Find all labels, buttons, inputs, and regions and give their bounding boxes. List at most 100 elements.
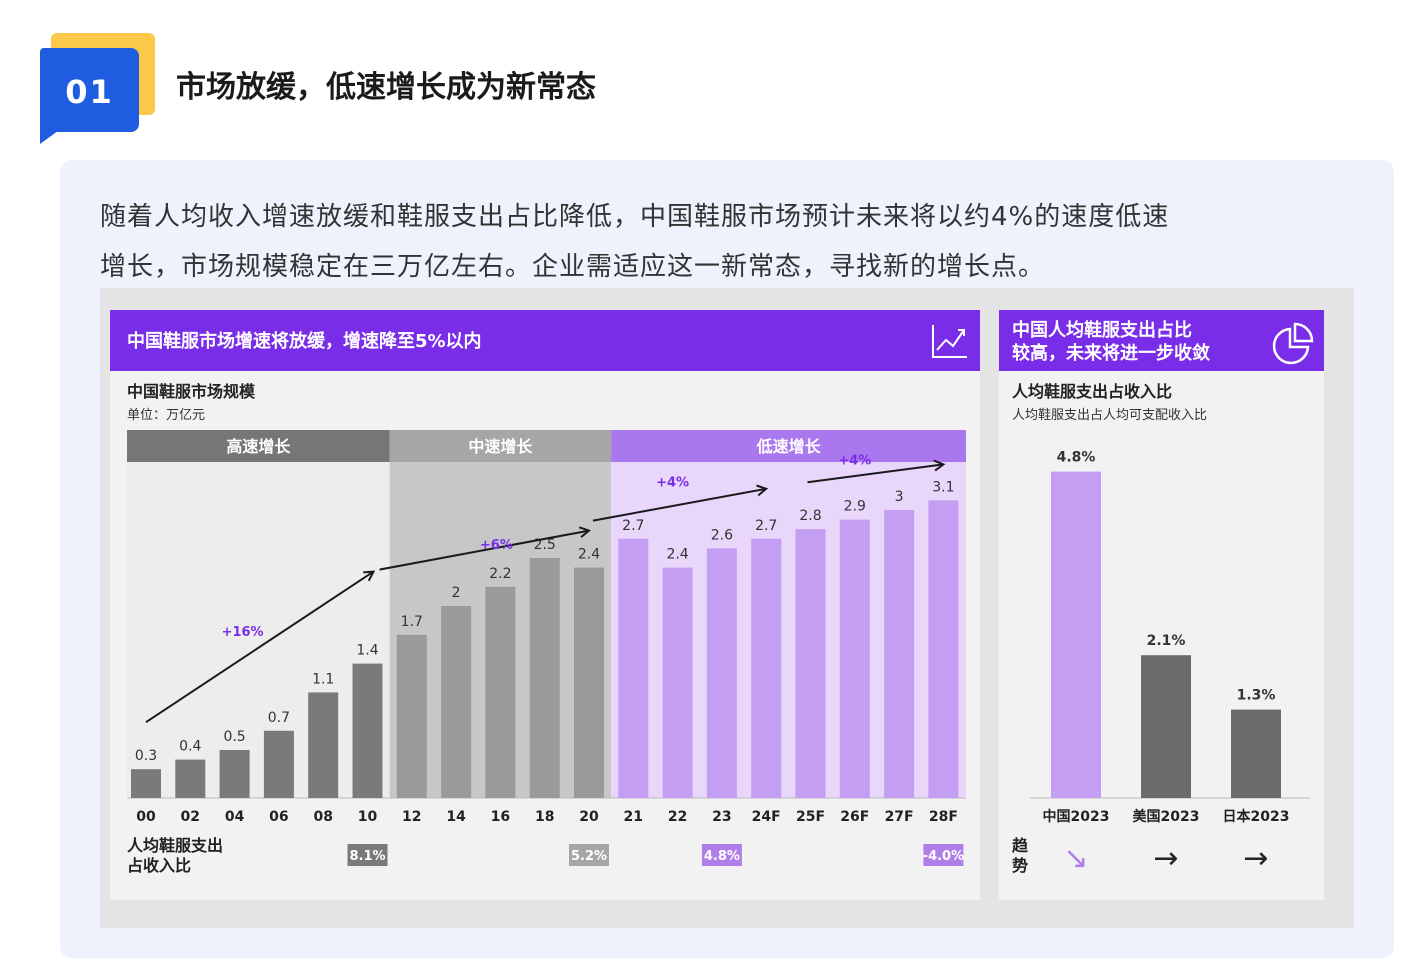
data-label: 2.4 (578, 547, 600, 563)
tick-label: 16 (491, 809, 510, 825)
tick-label: 27F (885, 809, 914, 825)
phase-band (127, 430, 390, 462)
growth-label: +16% (222, 625, 264, 640)
market-size-unit: 单位：万亿元 (127, 408, 205, 423)
tick-label: 06 (269, 809, 288, 825)
tick-label: 00 (136, 809, 156, 825)
tick-label: 25F (796, 809, 825, 825)
data-label: 1.4 (356, 643, 378, 659)
market-size-title: 中国鞋服市场规模 (127, 382, 256, 401)
data-label: 3 (895, 489, 904, 505)
tick-label: 28F (929, 809, 958, 825)
tick-label: 23 (712, 809, 731, 825)
trend-arrow (145, 572, 374, 724)
section-title: 市场放缓，低速增长成为新常态 (176, 70, 596, 105)
bar (795, 529, 826, 798)
trend-arrow-icon: → (1243, 841, 1268, 876)
growth-label: +6% (480, 538, 513, 553)
intro-line-2: 增长，市场规模稳定在三万亿左右。企业需适应这一新常态，寻找新的增长点。 (100, 252, 1046, 282)
pie-chart-icon (1272, 322, 1314, 365)
ratio-chart: 4.8% 中国2023 ↘ 2.1% 美国2023 → 1.3% 日本2023 → (1030, 450, 1310, 876)
bar (219, 750, 250, 798)
bar (706, 548, 737, 798)
tick-label: 24F (752, 809, 781, 825)
bar (1051, 471, 1101, 798)
data-label: 2.2 (489, 566, 511, 582)
ratio-row-label-1: 人均鞋服支出 (127, 836, 223, 855)
right-panel-title-2: 较高，未来将进一步收敛 (1012, 342, 1210, 364)
bar (529, 558, 560, 798)
ratio-badge (701, 844, 742, 866)
market-size-chart: 高速增长 中速增长 低速增长 0.3 00 0.4 02 0.5 04 0.7 06 1.1 08 1.4… (127, 430, 966, 866)
bar (352, 663, 383, 798)
trend-arrow-icon: → (1153, 841, 1178, 876)
bar (485, 586, 516, 798)
bar (131, 769, 161, 798)
bar (1231, 709, 1281, 798)
trend-label-2: 势 (1012, 856, 1028, 875)
intro-line-1: 随着人均收入增速放缓和鞋服支出占比降低，中国鞋服市场预计未来将以约4%的速度低速 (100, 202, 1170, 232)
data-label: 1.3% (1237, 688, 1276, 704)
tick-label: 21 (624, 809, 643, 825)
ratio-badge (347, 844, 388, 866)
data-label: 2.6 (711, 527, 733, 543)
tick-label: 20 (579, 809, 599, 825)
intro-paragraph: 随着人均收入增速放缓和鞋服支出占比降低，中国鞋服市场预计未来将以约4%的速度低速… (100, 192, 1350, 292)
data-label: 2 (452, 585, 461, 601)
data-label: 1.7 (401, 614, 423, 630)
ratio-badge-label: -4.0% (923, 849, 964, 864)
tick-label: 美国2023 (1133, 808, 1200, 825)
figure-image: 中国鞋服市场增速将放缓，增速降至5%以内 中国鞋服市场规模 单位：万亿元 高速增… (100, 288, 1354, 928)
phase-label: 低速增长 (756, 437, 822, 456)
bar (308, 692, 339, 798)
tick-label: 12 (402, 809, 421, 825)
bar (574, 567, 604, 798)
bar (884, 510, 915, 798)
data-label: 0.7 (268, 710, 290, 726)
tick-label: 日本2023 (1223, 808, 1290, 825)
ratio-badge (569, 844, 609, 866)
bar (751, 538, 782, 798)
phase-label: 中速增长 (468, 437, 533, 456)
chart-canvas: 中国鞋服市场增速将放缓，增速降至5%以内 中国鞋服市场规模 单位：万亿元 高速增… (110, 310, 1324, 900)
data-label: 4.8% (1057, 450, 1096, 466)
bar (662, 567, 693, 798)
bar (618, 538, 649, 798)
data-label: 2.9 (844, 499, 866, 515)
tick-label: 08 (313, 809, 332, 825)
phase-band (389, 430, 612, 462)
data-label: 0.4 (179, 739, 201, 755)
line-chart-icon (932, 325, 967, 358)
tick-label: 中国2023 (1043, 808, 1110, 825)
tick-label: 22 (668, 809, 687, 825)
data-label: 2.8 (799, 508, 821, 524)
phase-band (611, 430, 966, 462)
growth-label: +4% (656, 476, 689, 491)
phase-label: 高速增长 (226, 437, 291, 456)
bar (396, 634, 427, 798)
ratio-badge-label: 4.8% (704, 849, 740, 864)
ratio-badge (923, 844, 964, 866)
bar (1141, 655, 1191, 798)
trend-arrow-icon: ↘ (1063, 841, 1088, 876)
bar (839, 519, 870, 798)
tick-label: 14 (446, 809, 466, 825)
tick-label: 04 (225, 809, 245, 825)
phase-background (127, 430, 390, 798)
bar (928, 500, 959, 798)
bar (175, 759, 206, 798)
tick-label: 18 (535, 809, 554, 825)
trend-arrow (807, 464, 944, 484)
tick-label: 26F (840, 809, 869, 825)
section-number: 01 (65, 73, 114, 111)
data-label: 2.4 (666, 547, 688, 563)
data-label: 0.3 (135, 748, 157, 764)
ratio-chart-title: 人均鞋服支出占收入比 (1012, 382, 1172, 401)
tick-label: 02 (181, 809, 200, 825)
growth-label: +4% (838, 454, 871, 469)
trend-label-1: 趋 (1012, 836, 1029, 855)
ratio-badge-label: 8.1% (349, 849, 385, 864)
data-label: 0.5 (223, 729, 245, 745)
right-panel-title-1: 中国人均鞋服支出占比 (1012, 319, 1192, 341)
data-label: 2.5 (534, 537, 556, 553)
